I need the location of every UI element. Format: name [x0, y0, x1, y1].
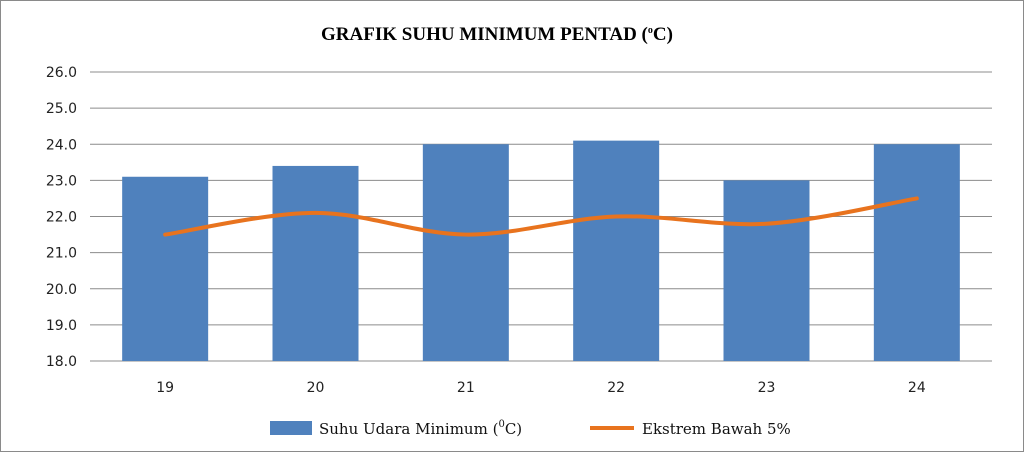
- bar-22: [573, 140, 660, 361]
- x-tick-label-24: 24: [908, 380, 926, 396]
- bar-20: [272, 165, 359, 361]
- y-tick-label-4: 22.0: [46, 210, 77, 226]
- y-tick-label-1: 19.0: [46, 318, 77, 334]
- y-tick-label-2: 20.0: [46, 282, 77, 298]
- x-tick-label-23: 23: [758, 380, 776, 396]
- bar-series: [122, 140, 960, 361]
- y-tick-label-7: 25.0: [46, 101, 77, 117]
- chart-title: GRAFIK SUHU MINIMUM PENTAD (oC): [321, 24, 673, 45]
- y-tick-label-8: 26.0: [46, 65, 77, 81]
- y-axis-ticks: 18.0 19.0 20.0 21.0 22.0 23.0 24.0 25.0 26.0: [46, 65, 77, 370]
- y-tick-label-5: 23.0: [46, 173, 77, 189]
- bar-21: [422, 144, 509, 361]
- x-tick-label-22: 22: [607, 380, 625, 396]
- legend: Suhu Udara Minimum (0C) Ekstrem Bawah 5%: [270, 419, 791, 438]
- line-ekstrem-bawah: [163, 196, 919, 237]
- bar-19: [122, 176, 209, 361]
- bar-24: [873, 144, 960, 361]
- y-tick-label-3: 21.0: [46, 246, 77, 262]
- y-tick-label-6: 24.0: [46, 137, 77, 153]
- x-tick-label-21: 21: [457, 380, 475, 396]
- bar-23: [723, 180, 810, 361]
- legend-line-label: Ekstrem Bawah 5%: [642, 420, 791, 438]
- x-tick-label-20: 20: [307, 380, 325, 396]
- legend-bar-label: Suhu Udara Minimum (0C): [319, 419, 522, 438]
- line-series: [163, 196, 919, 237]
- x-tick-label-19: 19: [156, 380, 174, 396]
- x-axis-ticks: 19 20 21 22 23 24: [156, 380, 926, 396]
- y-tick-label-0: 18.0: [46, 354, 77, 370]
- legend-bar-swatch: [270, 421, 312, 435]
- gridlines: [90, 71, 992, 362]
